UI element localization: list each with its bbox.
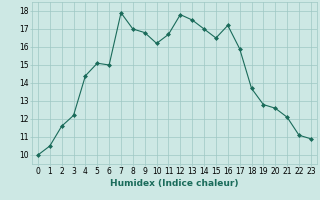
X-axis label: Humidex (Indice chaleur): Humidex (Indice chaleur) [110,179,239,188]
